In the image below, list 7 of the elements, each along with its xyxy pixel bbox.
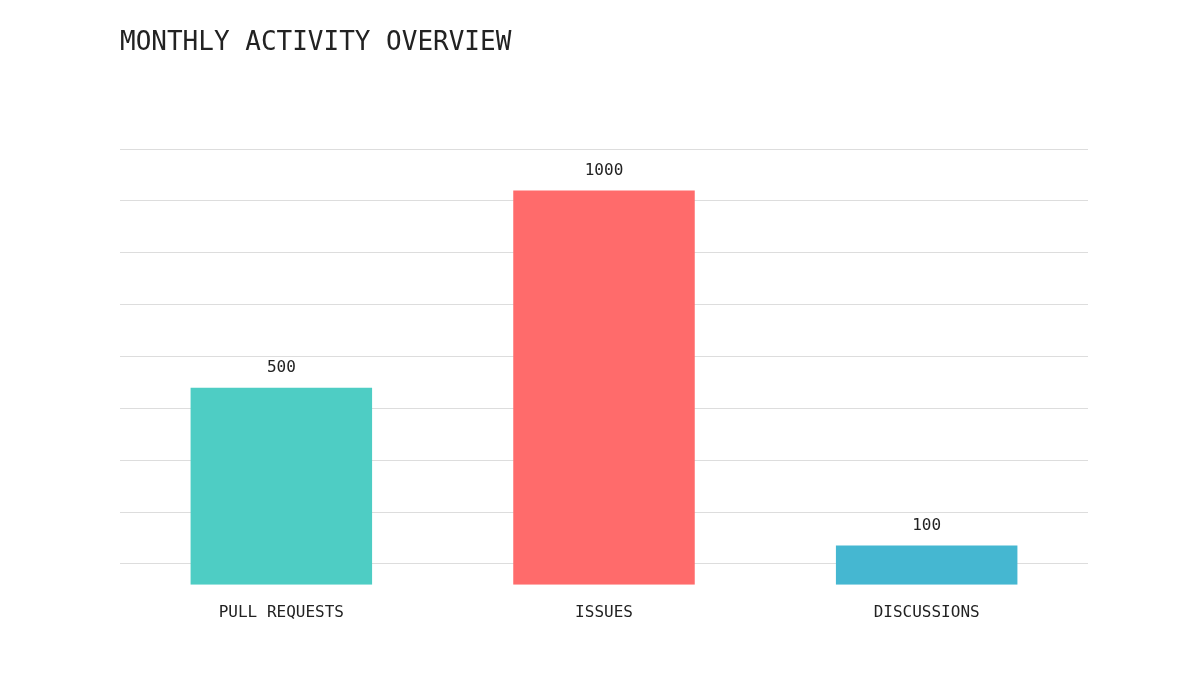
chart-title: MONTHLY ACTIVITY OVERVIEW	[120, 26, 512, 57]
data-label: 500	[266, 356, 296, 376]
x-tick-label: PULL REQUESTS	[218, 601, 344, 621]
data-label: 1000	[584, 159, 624, 179]
x-tick-label: DISCUSSIONS	[873, 601, 980, 621]
data-label: 100	[912, 514, 942, 534]
x-tick-label: ISSUES	[575, 601, 633, 621]
